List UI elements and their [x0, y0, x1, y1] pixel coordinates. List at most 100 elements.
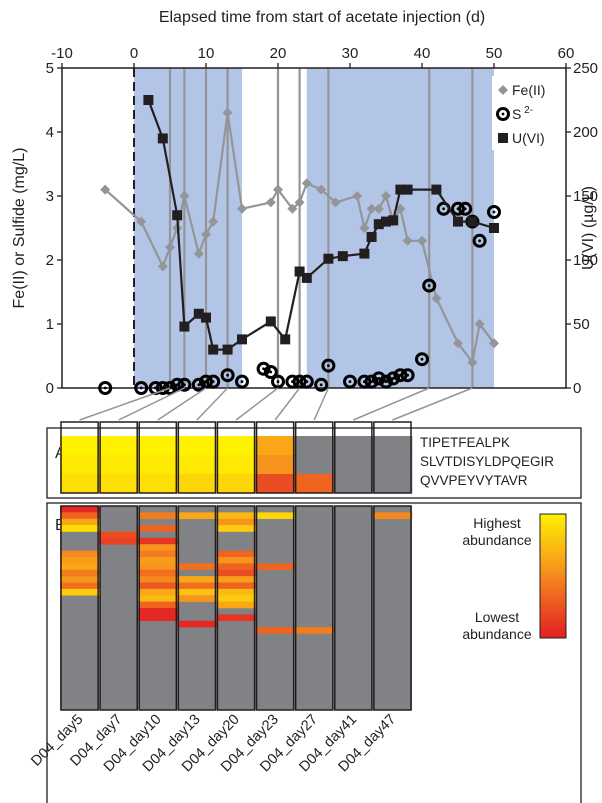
- right-y-tick-label: 50: [573, 316, 590, 333]
- x-tick-label: 10: [198, 45, 215, 62]
- data-point-center: [420, 357, 424, 361]
- data-point: [352, 191, 363, 201]
- heat-cell: [216, 474, 256, 494]
- data-point: [222, 107, 233, 118]
- data-point: [143, 95, 154, 105]
- heat-column-background: [333, 506, 373, 710]
- data-point-center: [463, 207, 467, 211]
- sample-column-frame: [255, 505, 295, 711]
- data-point: [292, 374, 307, 389]
- abundance-colorbar: [539, 513, 567, 639]
- data-point: [487, 205, 501, 219]
- heat-cell: [372, 474, 413, 494]
- data-point: [381, 191, 391, 201]
- heat-cell: [216, 576, 256, 583]
- heat-cell: [372, 455, 413, 475]
- legend: Fe(II)S 2-U(VI): [492, 76, 558, 150]
- sample-column-frame: [255, 421, 295, 494]
- data-point: [453, 338, 463, 349]
- data-point: [393, 368, 408, 383]
- data-point-center: [183, 383, 186, 387]
- heat-cell: [372, 436, 413, 456]
- data-point: [359, 223, 370, 233]
- heat-cell: [216, 550, 256, 558]
- sample-column-frame: [138, 505, 178, 711]
- heat-cell: [99, 531, 139, 539]
- data-point-center: [348, 380, 352, 383]
- data-point-center: [478, 239, 481, 243]
- heat-cell: [216, 569, 256, 577]
- left-y-tick-label: 0: [46, 380, 54, 397]
- data-point: [193, 248, 204, 259]
- heat-cell: [216, 601, 256, 609]
- plot-frame: [61, 67, 567, 389]
- x-tick-label: 20: [270, 45, 287, 62]
- panel-b-heatmap: [60, 505, 413, 711]
- connector-line: [274, 387, 301, 421]
- data-point: [379, 374, 393, 389]
- data-point: [453, 216, 463, 227]
- left-y-tick-label: 1: [46, 316, 54, 333]
- heat-cell: [216, 563, 256, 571]
- data-point: [402, 235, 413, 246]
- x-tick-label: -10: [51, 45, 73, 62]
- sample-column-frame: [60, 505, 99, 711]
- heat-cell: [216, 455, 256, 475]
- heat-cell: [333, 436, 374, 456]
- heat-cell: [216, 512, 256, 520]
- connector-line: [79, 387, 171, 421]
- heat-cell: [255, 563, 295, 571]
- data-point: [265, 197, 276, 208]
- heat-cell: [216, 595, 256, 602]
- heat-cell: [138, 601, 178, 609]
- data-point: [489, 223, 499, 233]
- right-y-tick-label: 0: [573, 380, 581, 397]
- data-point: [285, 374, 300, 389]
- heat-cell: [138, 455, 178, 475]
- sample-column-frame: [373, 421, 412, 494]
- heat-cell: [60, 474, 100, 494]
- data-point: [265, 316, 276, 327]
- heat-cell: [138, 512, 178, 520]
- sample-column-frame: [294, 421, 334, 494]
- heat-cell: [177, 474, 217, 494]
- left-y-tick-label: 2: [46, 252, 54, 269]
- sample-column-frame: [216, 421, 256, 494]
- heat-cell: [138, 614, 178, 622]
- data-point: [165, 242, 175, 253]
- heat-cell: [333, 474, 374, 494]
- data-point: [170, 377, 185, 392]
- data-point: [321, 358, 336, 373]
- data-point: [489, 338, 499, 349]
- data-point: [343, 374, 357, 389]
- heat-cell: [333, 455, 374, 475]
- peptide-labels: TIPETFEALPK SLVTDISYLDPQEGIR QVVPEYVYTAVR: [420, 435, 554, 488]
- heat-cell: [177, 582, 217, 590]
- x-tick-label: 0: [130, 45, 138, 62]
- data-point-center: [327, 364, 330, 367]
- heat-cell: [60, 576, 100, 583]
- data-point: [208, 344, 219, 355]
- data-point: [451, 201, 465, 216]
- heat-cell: [138, 588, 178, 596]
- heat-cell: [216, 436, 256, 456]
- data-point: [287, 203, 298, 214]
- peptide-label: TIPETFEALPK: [420, 435, 510, 450]
- heat-cell: [216, 582, 256, 590]
- right-y-tick-labels: 0 50 100 150 200 250: [566, 60, 598, 397]
- data-point: [359, 248, 370, 259]
- heat-cell: [294, 627, 335, 634]
- heat-cell: [138, 569, 178, 577]
- heat-cell: [60, 569, 100, 577]
- heat-cell: [216, 557, 256, 564]
- heat-cell: [177, 436, 217, 456]
- left-y-axis-title: Fe(II) or Sulfide (mg/L): [11, 148, 28, 309]
- heat-cell: [294, 474, 335, 494]
- data-point: [467, 357, 478, 368]
- heat-cell: [60, 506, 100, 513]
- heat-cell: [294, 436, 335, 456]
- heat-cell: [177, 512, 217, 520]
- right-y-tick-label: 150: [573, 188, 598, 205]
- data-point: [364, 374, 379, 389]
- data-point-center: [139, 386, 143, 390]
